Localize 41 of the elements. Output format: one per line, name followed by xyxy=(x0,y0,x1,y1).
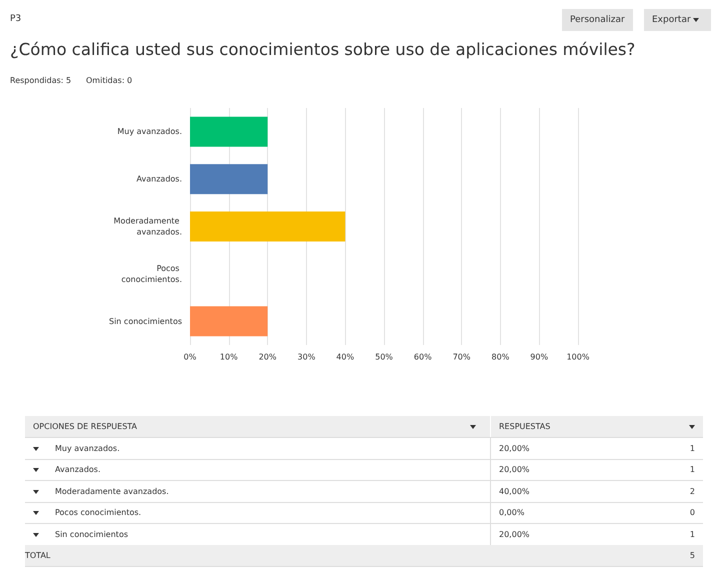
x-tick-label: 100% xyxy=(566,352,590,362)
x-tick-label: 60% xyxy=(414,352,432,362)
category-label: Avanzados. xyxy=(55,464,100,476)
text: 40,00% xyxy=(490,480,530,502)
x-tick-label: 30% xyxy=(298,352,316,362)
x-tick-label: 70% xyxy=(452,352,471,362)
text: 0,00% xyxy=(490,502,524,523)
data-label: 1 xyxy=(690,528,695,540)
text: Respondidas: 5 xyxy=(10,76,72,85)
text: Omitidas: 0 xyxy=(86,76,132,85)
y-tick-label: Moderadamente avanzados. xyxy=(114,216,182,236)
text: 20,00% xyxy=(490,438,530,458)
y-tick-label: Pocos conocimientos. xyxy=(121,264,182,284)
data-label: 2 xyxy=(690,486,695,498)
data-label: 0 xyxy=(690,507,695,519)
x-tick-label: 10% xyxy=(220,352,238,362)
category-label: Pocos conocimientos. xyxy=(55,507,142,519)
category-label: Muy avanzados. xyxy=(55,442,120,455)
text: OPCIONES DE RESPUESTA xyxy=(33,421,138,433)
text: 5 xyxy=(690,550,695,562)
text: 20,00% xyxy=(490,459,530,480)
y-tick-label: Sin conocimientos xyxy=(109,316,182,326)
x-tick-label: 50% xyxy=(375,352,394,362)
y-tick-label: Avanzados. xyxy=(136,174,182,184)
y-tick-label: Muy avanzados. xyxy=(117,127,182,136)
text: TOTAL xyxy=(25,550,50,562)
data-label: 1 xyxy=(690,464,695,476)
text: 20,00% xyxy=(490,524,530,544)
x-tick-label: 20% xyxy=(258,352,277,362)
text: Personalizar xyxy=(562,9,633,31)
text: Exportar xyxy=(644,9,711,31)
data-label: 1 xyxy=(690,442,695,454)
text: RESPUESTAS xyxy=(490,416,550,437)
text: P3 xyxy=(10,14,22,24)
x-tick-label: 0% xyxy=(184,352,197,362)
x-tick-label: 80% xyxy=(492,352,510,362)
chart-title: ¿Cómo califica usted sus conocimientos sobre uso de aplicaciones móviles? xyxy=(10,40,636,59)
x-tick-label: 90% xyxy=(530,352,548,362)
category-label: Sin conocimientos xyxy=(55,528,128,540)
category-label: Moderadamente avanzados. xyxy=(55,486,169,498)
x-tick-label: 40% xyxy=(336,352,354,362)
